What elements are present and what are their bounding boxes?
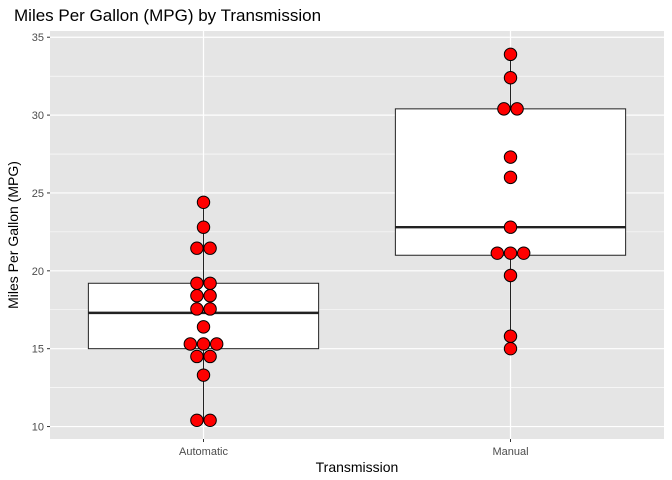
y-tick-label: 35: [32, 32, 44, 44]
data-point: [490, 246, 504, 260]
data-point: [503, 150, 518, 164]
y-tick-label: 15: [32, 344, 44, 356]
data-point: [503, 47, 518, 62]
data-point: [196, 195, 211, 209]
data-point: [203, 302, 217, 316]
data-point: [190, 413, 204, 428]
chart-title: Miles Per Gallon (MPG) by Transmission: [14, 6, 321, 25]
data-point: [210, 337, 224, 351]
box-automatic: [87, 202, 320, 421]
x-axis: Automatic Manual: [179, 439, 529, 458]
data-point: [510, 102, 524, 116]
data-point: [203, 413, 217, 428]
data-point: [190, 349, 204, 364]
y-tick-label: 10: [32, 422, 44, 434]
data-point: [503, 170, 518, 185]
data-point: [203, 349, 217, 364]
data-point: [190, 276, 204, 290]
data-point: [203, 276, 217, 290]
y-axis-title: Miles Per Gallon (MPG): [5, 161, 21, 309]
data-point: [503, 341, 518, 356]
x-tick-label: Automatic: [179, 446, 228, 458]
data-points: [183, 47, 531, 428]
data-point: [503, 71, 518, 85]
data-point: [196, 368, 211, 382]
data-point: [517, 246, 531, 260]
data-point: [196, 320, 211, 334]
data-point: [203, 241, 217, 255]
y-tick-label: 20: [32, 266, 44, 278]
data-point: [497, 102, 511, 116]
data-point: [503, 329, 518, 343]
data-point: [190, 241, 204, 255]
data-point: [183, 337, 198, 351]
data-point: [503, 246, 518, 260]
y-tick-label: 25: [32, 188, 44, 200]
data-point: [503, 220, 518, 234]
x-tick-label: Manual: [492, 446, 528, 458]
data-point: [190, 289, 204, 303]
x-axis-title: Transmission: [316, 459, 399, 475]
data-point: [196, 220, 211, 234]
data-point: [196, 337, 211, 351]
y-axis: 10 15 20 25 30 35: [32, 32, 50, 434]
y-tick-label: 30: [32, 110, 44, 122]
data-point: [503, 268, 518, 283]
data-point: [203, 289, 217, 303]
data-point: [190, 302, 204, 316]
